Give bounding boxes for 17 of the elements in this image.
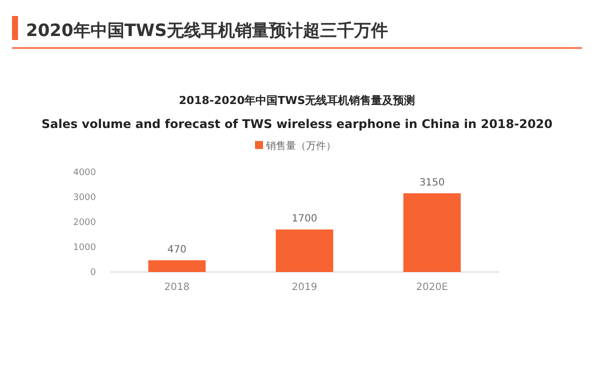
y-tick-label: 2000 — [73, 218, 96, 228]
bar — [403, 193, 461, 272]
x-tick-label: 2019 — [292, 282, 318, 293]
data-label: 470 — [167, 244, 187, 256]
data-label: 3150 — [419, 177, 445, 188]
y-tick-label: 3000 — [73, 193, 96, 203]
data-label: 1700 — [292, 214, 318, 224]
y-tick-label: 0 — [90, 268, 96, 278]
chart-title: 2020年中国TWS无线耳机销量预计超三千万件 — [26, 21, 388, 41]
x-tick-label: 2020E — [416, 282, 448, 293]
bar — [276, 230, 334, 272]
y-tick-label: 4000 — [73, 168, 96, 178]
chart-subtitle: 2018-2020年中国TWS无线耳机销售量及预测 Sales volume and forecast of TWS wireless earphone in China in 2018-2020 — [41, 94, 553, 131]
bar — [148, 260, 206, 272]
y-tick-label: 1000 — [73, 243, 96, 253]
x-tick-label: 2018 — [164, 282, 190, 293]
legend-label: 销售量（万件） — [265, 140, 336, 152]
